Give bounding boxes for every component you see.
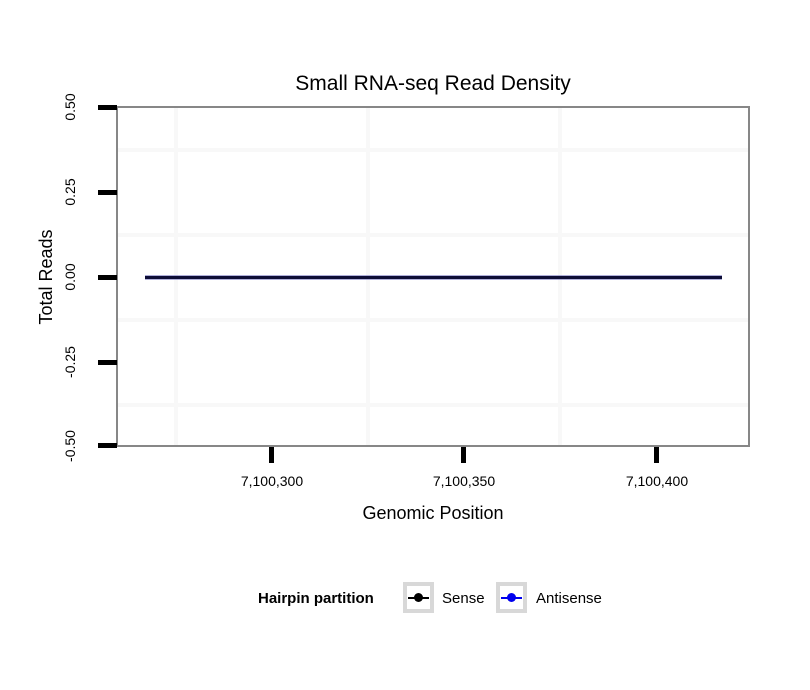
y-tick-label: 0.00 xyxy=(62,263,78,291)
x-tick-label: 7,100,350 xyxy=(432,473,496,489)
minor-gridline-horizontal xyxy=(118,403,748,407)
y-tick-label: 0.50 xyxy=(62,93,78,121)
y-tick-label: -0.25 xyxy=(62,346,78,378)
y-axis-title: Total Reads xyxy=(35,229,56,325)
x-tick-label: 7,100,400 xyxy=(625,473,689,489)
x-tick-mark xyxy=(461,447,466,463)
plot-panel xyxy=(116,106,750,447)
legend-label-antisense: Antisense xyxy=(536,590,602,607)
y-tick-mark xyxy=(98,105,117,110)
y-tick-mark xyxy=(98,443,117,448)
x-tick-label: 7,100,300 xyxy=(240,473,304,489)
antisense-point-glyph xyxy=(507,593,516,602)
x-tick-mark xyxy=(654,447,659,463)
minor-gridline-horizontal xyxy=(118,233,748,237)
minor-gridline-horizontal xyxy=(118,318,748,322)
legend-key-sense xyxy=(403,582,434,613)
legend-key-antisense xyxy=(496,582,527,613)
overlapping-sense-antisense-line xyxy=(145,276,722,279)
y-tick-mark xyxy=(98,275,117,280)
sense-point-glyph xyxy=(414,593,423,602)
y-tick-mark xyxy=(98,360,117,365)
legend-label-sense: Sense xyxy=(442,590,485,607)
y-tick-label: -0.50 xyxy=(62,430,78,462)
x-axis-title: Genomic Position xyxy=(362,503,504,523)
x-tick-mark xyxy=(269,447,274,463)
legend-title: Hairpin partition xyxy=(258,590,374,607)
y-tick-mark xyxy=(98,190,117,195)
y-tick-label: 0.25 xyxy=(62,178,78,206)
minor-gridline-horizontal xyxy=(118,148,748,152)
chart-title: Small RNA-seq Read Density xyxy=(295,72,571,95)
